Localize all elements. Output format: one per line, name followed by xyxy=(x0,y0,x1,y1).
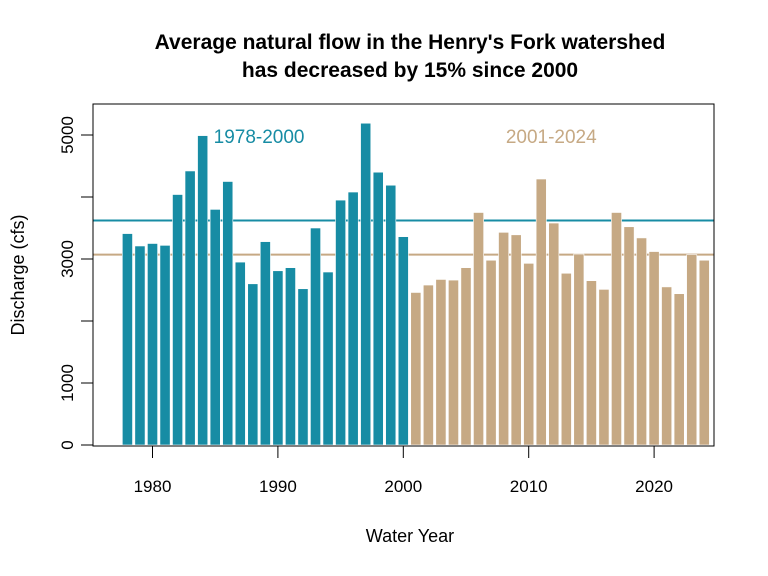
x-tick-label: 2020 xyxy=(635,477,673,496)
period-label-1: 2001-2024 xyxy=(506,127,597,148)
bar-1994 xyxy=(322,271,334,446)
x-tick-label: 1980 xyxy=(134,477,172,496)
bar-2003 xyxy=(435,279,447,446)
bar-1981 xyxy=(159,245,171,446)
bar-1984 xyxy=(197,135,209,446)
bar-2018 xyxy=(623,226,635,446)
period-label-0: 1978-2000 xyxy=(214,127,305,148)
y-tick-label: 0 xyxy=(58,440,77,449)
bar-1995 xyxy=(335,199,346,446)
bar-2023 xyxy=(686,254,698,446)
bar-2020 xyxy=(648,251,660,446)
bar-2016 xyxy=(598,289,610,446)
x-axis-label: Water Year xyxy=(366,526,454,546)
bar-2015 xyxy=(585,280,597,446)
bar-2021 xyxy=(661,286,673,446)
chart-title-line-2: has decreased by 15% since 2000 xyxy=(242,59,578,82)
bar-1999 xyxy=(385,184,397,446)
bar-1982 xyxy=(172,194,183,446)
bar-2009 xyxy=(510,234,522,446)
bar-2019 xyxy=(636,237,647,446)
bar-1980 xyxy=(147,243,158,446)
bar-1996 xyxy=(347,191,359,446)
chart-title-line-1: Average natural flow in the Henry's Fork… xyxy=(155,31,666,54)
bar-2024 xyxy=(698,259,710,446)
bar-2000 xyxy=(397,236,409,446)
y-tick-label: 5000 xyxy=(58,116,77,154)
bar-1993 xyxy=(310,227,321,446)
bar-2007 xyxy=(485,259,497,446)
bar-2022 xyxy=(673,293,685,446)
bar-2001 xyxy=(410,292,422,446)
x-axis: 1980 1990 2000 2010 2020 xyxy=(134,445,673,496)
y-axis: 0 1000 3000 5000 xyxy=(58,116,94,450)
bar-1978 xyxy=(122,233,133,446)
bar-1998 xyxy=(372,171,384,446)
bar-2017 xyxy=(611,212,622,446)
bar-1987 xyxy=(234,261,246,446)
y-tick-label: 1000 xyxy=(58,364,77,402)
bar-2013 xyxy=(560,272,572,446)
bar-2002 xyxy=(422,284,434,446)
bar-1979 xyxy=(134,245,146,446)
x-tick-label: 2000 xyxy=(384,477,422,496)
bar-2008 xyxy=(498,232,510,446)
bars xyxy=(122,122,710,446)
period-annotations: 1978-2000 2001-2024 xyxy=(214,127,597,148)
bar-2005 xyxy=(460,267,472,446)
bar-1989 xyxy=(259,241,271,446)
bar-1983 xyxy=(184,170,196,446)
bar-2004 xyxy=(448,279,459,446)
bar-1988 xyxy=(247,283,259,446)
bar-1991 xyxy=(285,267,296,446)
y-tick-label: 3000 xyxy=(58,240,77,278)
bar-2010 xyxy=(523,263,535,446)
bar-1997 xyxy=(360,122,372,446)
bar-1992 xyxy=(297,288,309,446)
bar-1985 xyxy=(209,209,221,446)
x-tick-label: 1990 xyxy=(259,477,297,496)
bar-2014 xyxy=(573,253,585,446)
bar-1990 xyxy=(272,270,284,446)
x-tick-label: 2010 xyxy=(510,477,548,496)
bar-2012 xyxy=(548,222,560,446)
bar-2006 xyxy=(473,212,484,446)
bar-1986 xyxy=(222,181,234,446)
bar-2011 xyxy=(535,178,547,446)
y-axis-label: Discharge (cfs) xyxy=(8,214,28,335)
